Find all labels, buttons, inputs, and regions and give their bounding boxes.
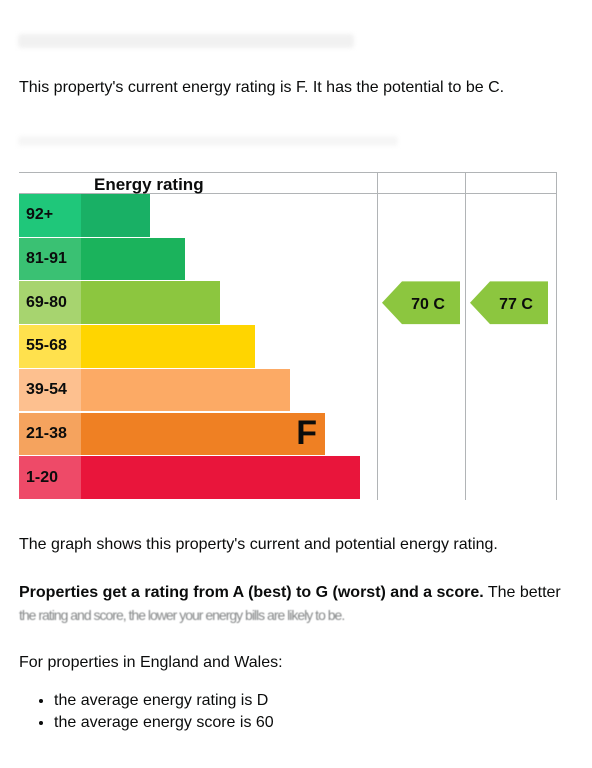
average-list: the average energy rating is D the avera… [19,690,274,734]
list-item: the average energy rating is D [54,690,274,712]
rating-band-c: 69-80 [19,281,220,325]
rating-band-a: 92+ [19,194,150,237]
band-range-label: 81-91 [26,250,67,268]
band-range-bg [19,368,81,412]
list-item: the average energy score is 60 [54,712,274,734]
rating-band-g: 1-20 [19,456,360,499]
potential-arrows: 70 C 77 C [382,281,548,325]
band-range-label: 55-68 [26,337,67,355]
potential-arrow-1: 70 C [382,281,460,325]
blurred-heading [18,34,354,48]
energy-rating-chart: Energy rating 92+ 81-91 69-80 55-68 39-54 21-… [19,172,557,500]
current-rating-letter: F [296,414,317,453]
blurred-link [18,136,398,146]
band-range-label: 1-20 [26,468,59,486]
band-range-label: 21-38 [26,424,67,442]
band-range-label: 39-54 [26,381,67,399]
rating-band-f: 21-38 F [19,412,325,456]
rating-explain-bold: Properties get a rating from A (best) to… [19,584,484,601]
chart-grid [19,172,557,500]
potential-arrow-label: 70 C [411,296,445,313]
band-range-label: 69-80 [26,293,67,311]
graph-note: The graph shows this property's current … [19,536,498,553]
rating-band-e: 39-54 [19,368,290,412]
band-range-bg [19,237,81,281]
rating-explain-line2: the rating and score, the lower your ene… [19,607,345,623]
potential-arrow-2: 77 C [470,281,548,325]
intro-text: This property's current energy rating is… [19,79,505,96]
band-range-bg [19,194,81,237]
band-range-bg [19,281,81,325]
band-range-bg [19,456,81,499]
rating-explain-rest: The better [483,584,561,601]
chart-title: Energy rating [94,175,204,194]
band-range-bg [19,412,81,456]
average-lead: For properties in England and Wales: [19,654,283,671]
potential-arrow-label: 77 C [499,296,533,313]
rating-band-d: 55-68 [19,325,255,368]
rating-band-b: 81-91 [19,237,185,281]
band-range-label: 92+ [26,206,54,224]
band-range-bg [19,325,81,368]
rating-explain: Properties get a rating from A (best) to… [19,582,561,604]
